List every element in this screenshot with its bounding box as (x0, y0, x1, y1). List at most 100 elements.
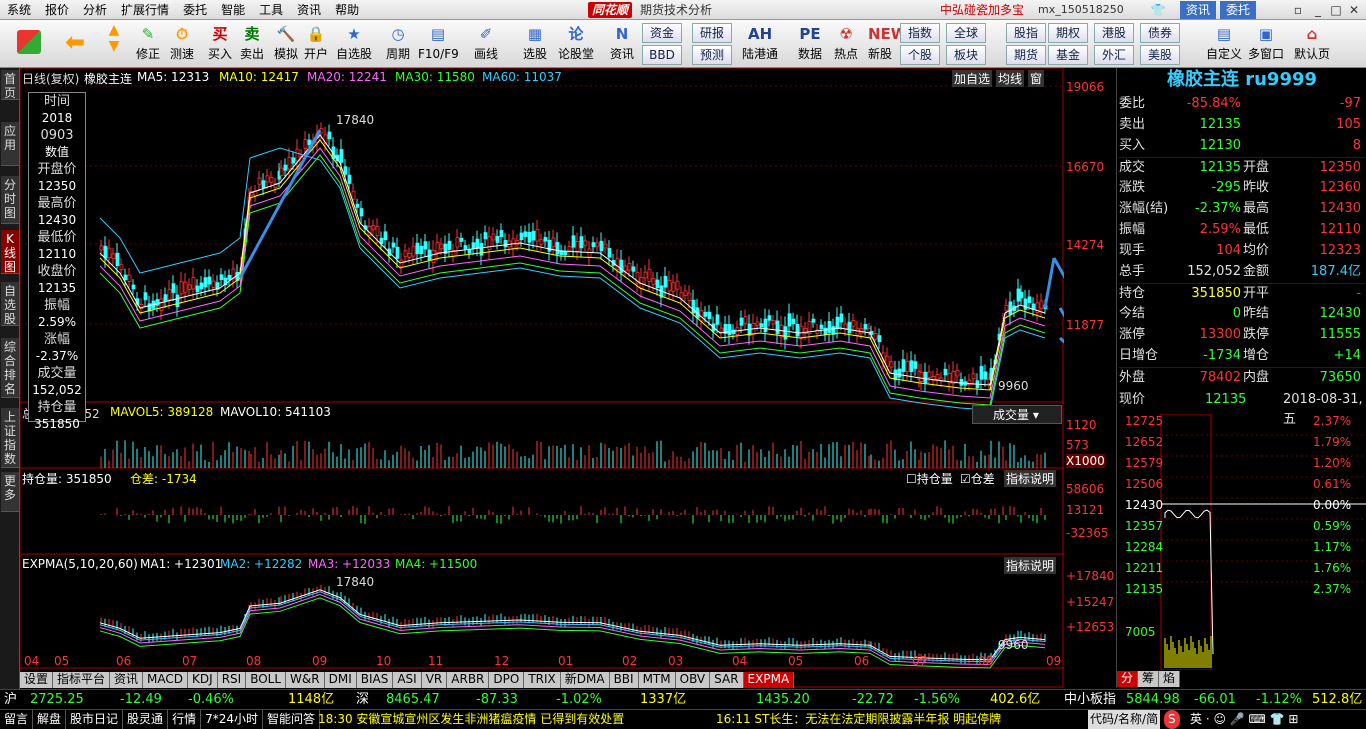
indicator-tab[interactable]: 指标平台 (53, 672, 111, 688)
quick-btn[interactable]: 基金 (1048, 45, 1088, 65)
shirt-icon[interactable]: 👕 (1150, 3, 1166, 17)
toolbar-btn[interactable]: ▣ 多窗口 (1246, 22, 1286, 66)
indicator-tab[interactable]: ARBR (447, 672, 490, 688)
quick-btn[interactable]: 个股 (900, 45, 940, 65)
quick-btn[interactable]: 板块 (946, 45, 986, 65)
quick-btn[interactable]: 美股 (1140, 45, 1180, 65)
quick-btn[interactable]: 债券 (1140, 23, 1180, 43)
layout-button[interactable] (12, 22, 46, 66)
menu-item[interactable]: 报价 (45, 3, 70, 17)
indicator-tab[interactable]: DMI (324, 672, 357, 688)
toolbar-btn[interactable]: PE 数据 (790, 22, 830, 66)
indicator-tab[interactable]: RSI (217, 672, 247, 688)
quick-btn[interactable]: 港股 (1094, 23, 1134, 43)
toolbar-btn[interactable]: ★ 自选股 (334, 22, 374, 66)
quick-btn-global[interactable]: 全球 (946, 23, 986, 43)
ma-setting-button[interactable]: 均线 (996, 70, 1025, 87)
news-link[interactable]: 股市日记 (66, 710, 124, 729)
quick-btn[interactable]: 预测 (692, 45, 732, 65)
news-link[interactable]: 行情 (168, 710, 202, 729)
indicator-tab[interactable]: EXPMA (743, 672, 795, 688)
side-tab[interactable]: 首页 (1, 70, 19, 100)
indicator-tab[interactable]: MACD (143, 672, 189, 688)
indicator-tab[interactable]: W&R (286, 672, 325, 688)
up-button[interactable]: ▲ ▼ (104, 22, 124, 66)
toolbar-btn[interactable]: AH 陆港通 (740, 22, 780, 66)
indicator-tab[interactable]: TRIX (524, 672, 561, 688)
toolbar-btn[interactable]: ✐ 画线 (466, 22, 506, 66)
toolbar-btn[interactable]: ▤ 自定义 (1204, 22, 1244, 66)
right-tab[interactable]: 焰 (1159, 671, 1181, 687)
side-tab[interactable]: K线图 (1, 230, 19, 274)
indicator-tab[interactable]: 新DMA (560, 672, 610, 688)
indicator-tab[interactable]: BBI (609, 672, 639, 688)
side-tab[interactable]: 分时图 (1, 176, 19, 224)
side-tab[interactable]: 更多 (1, 472, 19, 512)
quick-btn[interactable]: 外汇 (1094, 45, 1134, 65)
toolbar-btn[interactable]: 卖卖出 (232, 22, 272, 66)
window-button[interactable]: 窗 (1028, 70, 1045, 87)
quick-btn[interactable]: 研报 (692, 23, 732, 43)
oi-checkbox[interactable]: ☐持仓量 (906, 472, 953, 486)
add-watch-button[interactable]: 加自选 (952, 70, 993, 87)
quick-btn[interactable]: 股指 (1006, 23, 1046, 43)
toolbar-btn[interactable]: ⏱ 测速 (162, 22, 202, 66)
maximize-icon[interactable]: □ (1330, 3, 1342, 17)
quick-btn[interactable]: BBD (642, 45, 682, 65)
indicator-tab[interactable]: BIAS (356, 672, 394, 688)
news-headline-1[interactable]: 18:30 安徽宣城宣州区发生非洲猪瘟疫情 已得到有效处置 (318, 712, 625, 726)
volume-dropdown[interactable]: 成交量 ▾ (972, 405, 1062, 424)
ticker-cell[interactable]: 沪 (4, 692, 18, 707)
menu-item[interactable]: 工具 (259, 3, 284, 17)
right-tab[interactable]: 筹 (1138, 671, 1160, 687)
news-headline-2[interactable]: 16:11 ST长生：无法在法定期限披露半年报 明起停牌 (716, 712, 1002, 726)
menu-item[interactable]: 智能 (221, 3, 246, 17)
quick-btn[interactable]: 资金 (642, 23, 682, 43)
account-name[interactable]: 中弘碰瓷加多宝 (940, 3, 1025, 17)
kline-chart[interactable]: 日线(复权) 橡胶主连 MA5: 12313 MA10: 12417 MA20:… (20, 68, 1064, 688)
toolbar-btn[interactable]: ▦ 选股 (515, 22, 555, 66)
news-link[interactable]: 留言 (0, 710, 34, 729)
minimize-icon[interactable]: _ (1315, 3, 1321, 17)
menu-item[interactable]: 系统 (7, 3, 32, 17)
ime-icon[interactable]: S (1164, 710, 1180, 729)
ticker-cell[interactable]: 深 (356, 692, 370, 707)
indicator-tab[interactable]: MTM (638, 672, 676, 688)
indicator-tab[interactable]: KDJ (188, 672, 218, 688)
menu-item[interactable]: 帮助 (335, 3, 360, 17)
news-link[interactable]: 股灵通 (123, 710, 169, 729)
ticker-cell[interactable]: 中小板指 (1064, 692, 1117, 707)
toolbar-btn[interactable]: ✎ 修正 (128, 22, 168, 66)
indicator-tab[interactable]: DPO (489, 672, 525, 688)
indicator-tab[interactable]: ASI (393, 672, 422, 688)
menu-item[interactable]: 扩展行情 (121, 3, 170, 17)
news-link[interactable]: 7*24小时 (201, 710, 263, 729)
oi-help-button[interactable]: 指标说明 (1004, 470, 1057, 487)
diff-checkbox[interactable]: ☑仓差 (960, 472, 995, 486)
side-tab[interactable]: 上证指数 (1, 408, 19, 468)
indicator-tab[interactable]: VR (421, 672, 448, 688)
expma-help-button[interactable]: 指标说明 (1004, 557, 1057, 574)
toolbar-btn[interactable]: ⌂ 默认页 (1292, 22, 1332, 66)
menu-item[interactable]: 委托 (183, 3, 208, 17)
menu-item[interactable]: 资讯 (297, 3, 322, 17)
back-button[interactable]: ⬅ (60, 22, 90, 66)
news-button[interactable]: 资讯 (1180, 1, 1217, 19)
indicator-tab[interactable]: 资讯 (110, 672, 144, 688)
toolbar-btn[interactable]: 🔒 开户 (296, 22, 336, 66)
side-tab[interactable]: 应用 (1, 122, 19, 166)
minute-chart[interactable] (1117, 414, 1366, 670)
restore-icon[interactable]: ▫ (1293, 3, 1303, 17)
toolbar-btn[interactable]: N 资讯 (602, 22, 642, 66)
indicator-tab[interactable]: BOLL (246, 672, 287, 688)
toolbar-btn[interactable]: 论论股堂 (556, 22, 596, 66)
indicator-tab[interactable]: SAR (710, 672, 744, 688)
toolbar-btn[interactable]: ◷ 周期 (378, 22, 418, 66)
side-tab[interactable]: 自选股 (1, 282, 19, 326)
close-icon[interactable]: ✕ (1348, 3, 1360, 17)
news-link[interactable]: 解盘 (33, 710, 67, 729)
toolbar-btn[interactable]: 🔨 模拟 (266, 22, 306, 66)
quick-btn[interactable]: 期货 (1006, 45, 1046, 65)
toolbar-btn[interactable]: 买买入 (200, 22, 240, 66)
trade-button[interactable]: 委托 (1220, 1, 1257, 19)
